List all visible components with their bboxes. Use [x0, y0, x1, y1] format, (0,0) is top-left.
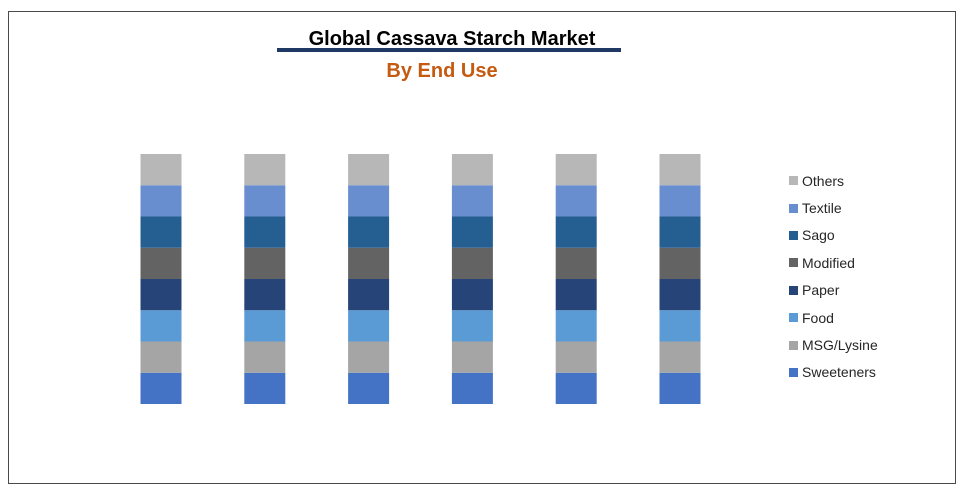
bar-segment-msg-lysine-2 — [244, 341, 286, 373]
bar-segment-sweeteners-5 — [555, 372, 597, 404]
bar-segment-sweeteners-1 — [140, 372, 182, 404]
bar-segment-sweeteners-4 — [451, 372, 493, 404]
legend-item-sweeteners: Sweeteners — [789, 359, 878, 386]
bar-segment-others-2 — [244, 154, 286, 186]
legend-swatch-food — [789, 313, 798, 323]
bar-segment-modified-1 — [140, 247, 182, 279]
bar-segment-sago-6 — [659, 216, 701, 248]
legend-item-others: Others — [789, 167, 878, 194]
bar-segment-paper-6 — [659, 279, 701, 311]
legend-swatch-msg-lysine — [789, 340, 798, 350]
bar-segment-modified-2 — [244, 247, 286, 279]
legend-item-msg-lysine: MSG/Lysine — [789, 331, 878, 358]
bar-segment-others-5 — [555, 154, 597, 186]
bar-segment-textile-5 — [555, 185, 597, 217]
bar-segment-others-3 — [348, 154, 390, 186]
title-underline — [277, 48, 621, 52]
legend-item-textile: Textile — [789, 194, 878, 221]
legend-swatch-modified — [789, 258, 798, 268]
bar-segment-sago-1 — [140, 216, 182, 248]
bar-segment-food-2 — [244, 310, 286, 342]
legend-swatch-others — [789, 176, 798, 186]
bar-segment-modified-6 — [659, 247, 701, 279]
legend-item-sago: Sago — [789, 222, 878, 249]
chart-legend: Others Textile Sago Modified Paper Food MSG/Ly… — [789, 167, 878, 386]
legend-label-food: Food — [802, 309, 834, 326]
chart-subtitle: By End Use — [386, 60, 498, 82]
bar-segment-modified-3 — [348, 247, 390, 279]
bar-segment-sago-5 — [555, 216, 597, 248]
bar-segment-modified-5 — [555, 247, 597, 279]
chart-frame: Global Cassava Starch Market By End Use … — [8, 11, 956, 484]
legend-label-modified: Modified — [802, 254, 855, 271]
legend-item-food: Food — [789, 304, 878, 331]
bar-segment-paper-1 — [140, 279, 182, 311]
bar-segment-paper-3 — [348, 279, 390, 311]
legend-swatch-sweeteners — [789, 367, 798, 377]
bar-segment-textile-2 — [244, 185, 286, 217]
bar-segment-food-6 — [659, 310, 701, 342]
legend-label-paper: Paper — [802, 282, 840, 299]
legend-swatch-textile — [789, 203, 798, 213]
bar-segment-food-1 — [140, 310, 182, 342]
bar-segment-paper-4 — [451, 279, 493, 311]
bar-segment-textile-3 — [348, 185, 390, 217]
bar-segment-sago-4 — [451, 216, 493, 248]
bar-segment-textile-1 — [140, 185, 182, 217]
bar-segment-msg-lysine-4 — [451, 341, 493, 373]
bar-segment-msg-lysine-3 — [348, 341, 390, 373]
bar-segment-others-1 — [140, 154, 182, 186]
bar-segment-paper-5 — [555, 279, 597, 311]
bar-segment-others-6 — [659, 154, 701, 186]
bar-segment-food-5 — [555, 310, 597, 342]
legend-label-msg-lysine: MSG/Lysine — [802, 337, 878, 354]
bar-segment-sweeteners-6 — [659, 372, 701, 404]
bar-segment-textile-4 — [451, 185, 493, 217]
bar-segment-msg-lysine-5 — [555, 341, 597, 373]
legend-label-sweeteners: Sweeteners — [802, 364, 876, 381]
bar-segment-sago-3 — [348, 216, 390, 248]
legend-label-sago: Sago — [802, 227, 835, 244]
bar-segment-sweeteners-3 — [348, 372, 390, 404]
bar-segment-food-4 — [451, 310, 493, 342]
chart-title: Global Cassava Starch Market — [308, 28, 596, 50]
legend-item-paper: Paper — [789, 277, 878, 304]
bar-segment-msg-lysine-1 — [140, 341, 182, 373]
bar-segment-textile-6 — [659, 185, 701, 217]
legend-swatch-sago — [789, 230, 798, 240]
bar-segment-food-3 — [348, 310, 390, 342]
legend-label-others: Others — [802, 172, 845, 189]
legend-swatch-paper — [789, 285, 798, 295]
bar-segment-sweeteners-2 — [244, 372, 286, 404]
legend-label-textile: Textile — [802, 200, 842, 217]
bar-segment-modified-4 — [451, 247, 493, 279]
stacked-bar-chart — [140, 154, 701, 404]
legend-item-modified: Modified — [789, 249, 878, 276]
bar-segment-sago-2 — [244, 216, 286, 248]
bar-segment-msg-lysine-6 — [659, 341, 701, 373]
bar-segment-paper-2 — [244, 279, 286, 311]
bar-segment-others-4 — [451, 154, 493, 186]
